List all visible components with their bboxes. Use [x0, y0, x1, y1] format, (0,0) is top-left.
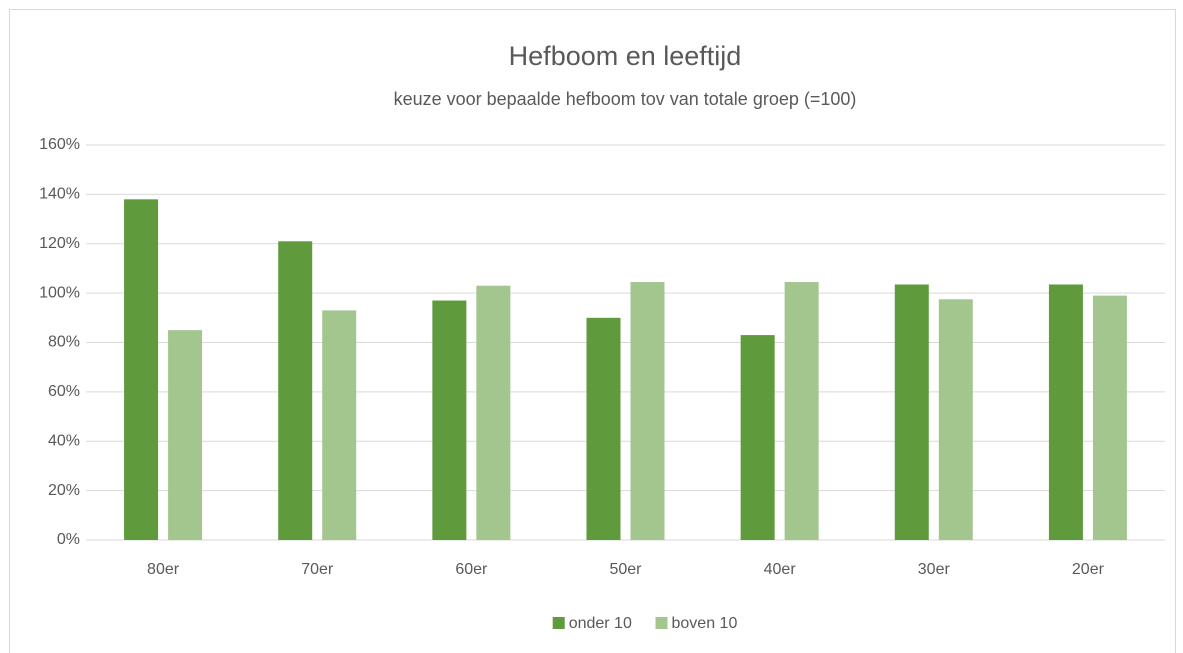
- legend-swatch: [552, 617, 565, 629]
- chart-subtitle: keuze voor bepaalde hefboom tov van tota…: [394, 89, 857, 109]
- y-tick-label: 0%: [57, 531, 80, 548]
- x-tick-label: 40er: [764, 561, 797, 578]
- bar: [630, 282, 665, 540]
- legend-swatch: [655, 617, 668, 629]
- y-tick-label: 80%: [48, 334, 80, 351]
- y-tick-label: 60%: [48, 383, 80, 400]
- bar: [740, 335, 775, 540]
- legend-label: boven 10: [672, 615, 738, 632]
- x-tick-label: 20er: [1072, 561, 1105, 578]
- bar: [1092, 295, 1127, 540]
- x-tick-label: 80er: [147, 561, 180, 578]
- bar: [1048, 284, 1083, 540]
- bar: [168, 330, 203, 540]
- bar: [432, 300, 467, 540]
- y-tick-label: 140%: [39, 186, 80, 203]
- bar: [586, 317, 621, 540]
- bar: [784, 282, 819, 540]
- x-tick-label: 30er: [918, 561, 951, 578]
- bar: [124, 199, 159, 540]
- x-tick-label: 70er: [301, 561, 334, 578]
- bar: [278, 241, 313, 540]
- bar: [476, 285, 511, 540]
- chart-title: Hefboom en leeftijd: [509, 41, 742, 71]
- y-tick-label: 100%: [39, 284, 80, 301]
- legend-label: onder 10: [569, 615, 632, 632]
- y-tick-label: 120%: [39, 235, 80, 252]
- x-tick-label: 60er: [455, 561, 488, 578]
- bar: [894, 284, 929, 540]
- bar: [322, 310, 357, 540]
- y-tick-label: 160%: [39, 136, 80, 153]
- y-tick-label: 20%: [48, 482, 80, 499]
- bar: [938, 299, 973, 540]
- x-tick-label: 50er: [609, 561, 642, 578]
- y-tick-label: 40%: [48, 432, 80, 449]
